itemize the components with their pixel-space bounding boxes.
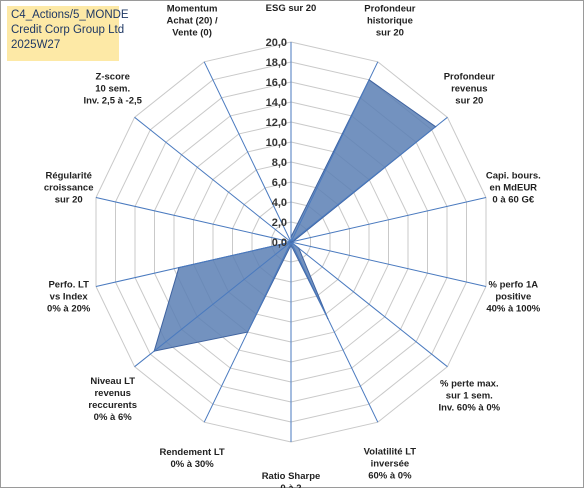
axis-label: Profondeur revenus sur 20 (444, 72, 495, 107)
axis-spoke (134, 116, 292, 243)
data-point (292, 241, 294, 243)
axis-spoke (290, 61, 379, 243)
axis-label: Ratio Sharpe0 à 2 (262, 471, 321, 488)
tick-label: 2,0 (272, 217, 287, 229)
title-line-category: C4_Actions/5_MONDE (11, 9, 129, 21)
tick-label: 16,0 (266, 77, 287, 89)
title-line-company: Credit Corp Group Ltd (11, 24, 125, 36)
data-point (290, 241, 292, 243)
axis-label: Volatilité LT inversée 60% à 0% (364, 447, 417, 482)
data-point (178, 267, 180, 269)
axis-label: Z-score 10 sem. Inv. 2,5 à -2,5 (83, 72, 142, 107)
data-point (435, 126, 437, 128)
axis-spoke (290, 241, 487, 287)
axis-label: Niveau LT revenus reccurents 0% à 6% (88, 376, 137, 423)
data-point (247, 331, 249, 333)
tick-label: 12,0 (266, 117, 287, 129)
axis-spoke (134, 241, 292, 368)
axis-label: Capi. bours. en MdEUR 0 à 60 G€ (486, 170, 541, 205)
axis-spoke (290, 241, 448, 368)
axis-spoke (95, 197, 292, 243)
axis-spoke (203, 61, 292, 243)
axis-spoke (290, 116, 448, 243)
chart-title-box: C4_Actions/5_MONDE Credit Corp Group Ltd… (7, 6, 129, 61)
data-point (368, 79, 370, 81)
axis-label: % perfo 1A positive 40% à 100% (486, 280, 540, 315)
axis-label: Rendement LT 0% à 30% (159, 447, 224, 470)
tick-label: 10,0 (266, 137, 287, 149)
data-point (290, 244, 292, 246)
axis-label: Momentum Achat (20) / Vente (0) (166, 3, 218, 38)
axis-spoke (290, 241, 379, 423)
tick-label: 20,0 (266, 37, 287, 49)
tick-label: 4,0 (272, 197, 287, 209)
axis-label: Régularité croissance sur 20 (44, 170, 94, 205)
data-series-area (153, 79, 437, 352)
tick-label: 6,0 (272, 177, 287, 189)
tick-label: 18,0 (266, 57, 287, 69)
data-point (153, 350, 155, 352)
data-point (290, 236, 292, 238)
axis-label: Profondeur historique sur 20 (364, 3, 415, 38)
data-point (327, 318, 329, 320)
tick-label: 0,0 (272, 237, 287, 249)
tick-label: 14,0 (266, 97, 287, 109)
title-line-week: 2025W27 (11, 39, 61, 51)
axis-spoke (290, 197, 487, 243)
axis-label: Perfo. LT vs Index 0% à 20% (47, 280, 91, 315)
axis-label: NoteESG sur 20 (266, 0, 317, 14)
data-point (298, 247, 300, 249)
axis-spoke (95, 241, 292, 287)
axis-label: % perte max. sur 1 sem. Inv. 60% à 0% (438, 378, 500, 413)
tick-label: 8,0 (272, 157, 287, 169)
